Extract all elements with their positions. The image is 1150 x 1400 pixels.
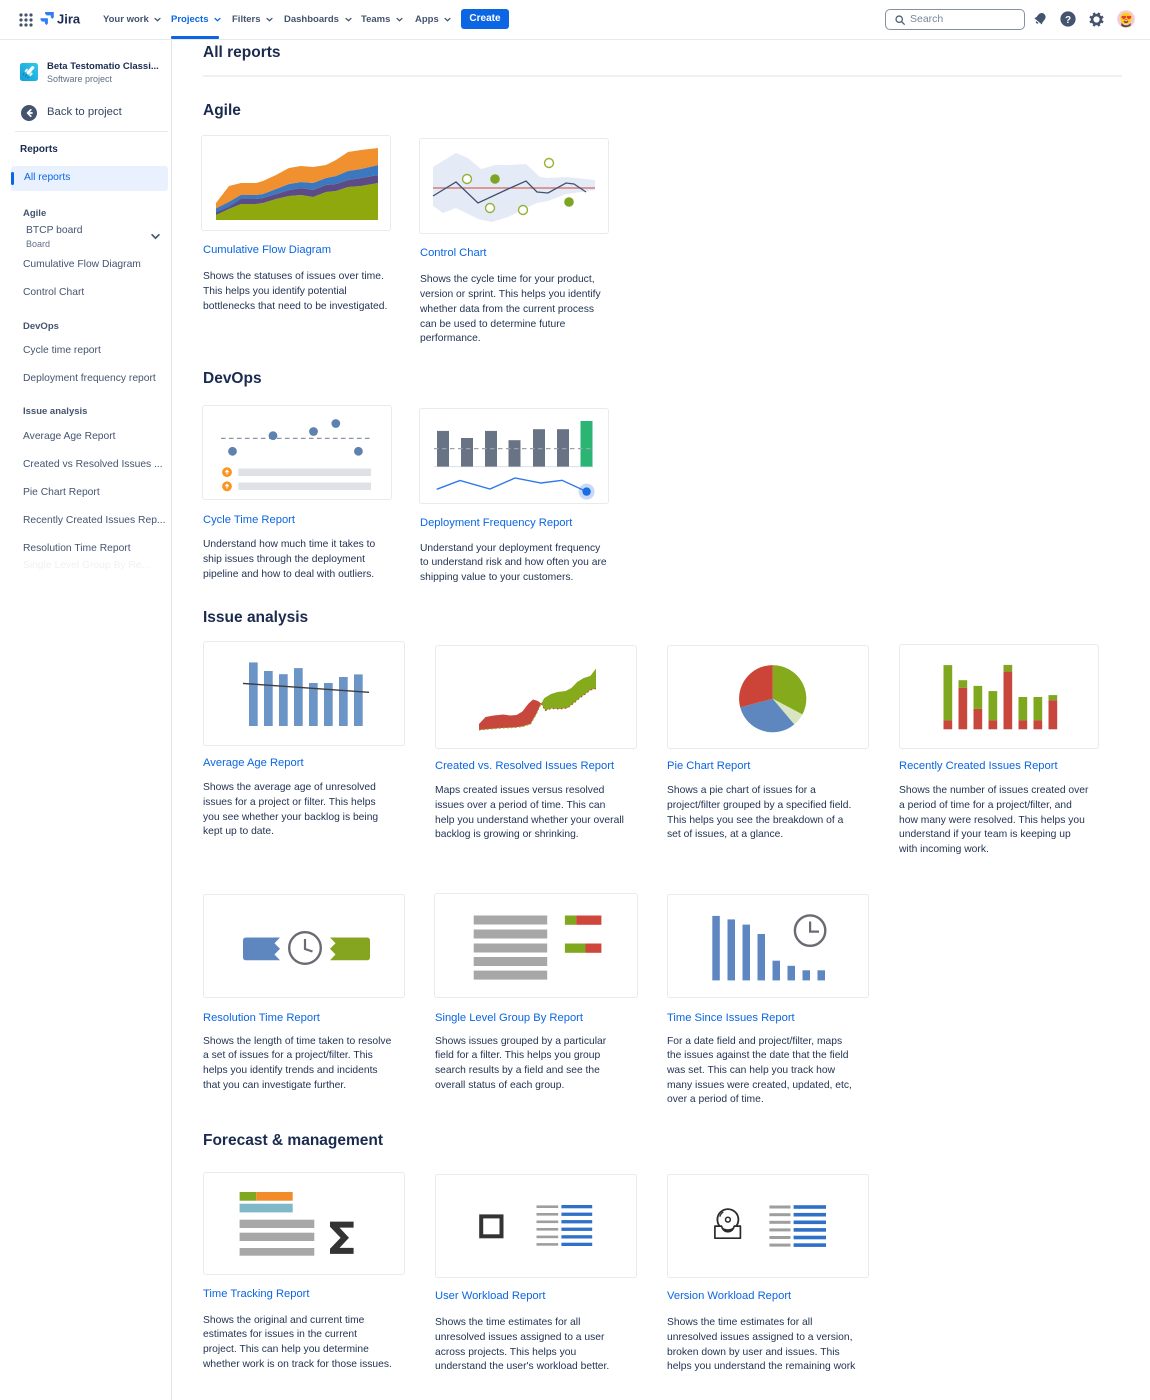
svg-text:?: ? xyxy=(1065,15,1071,26)
svg-text:Jira: Jira xyxy=(57,12,81,27)
